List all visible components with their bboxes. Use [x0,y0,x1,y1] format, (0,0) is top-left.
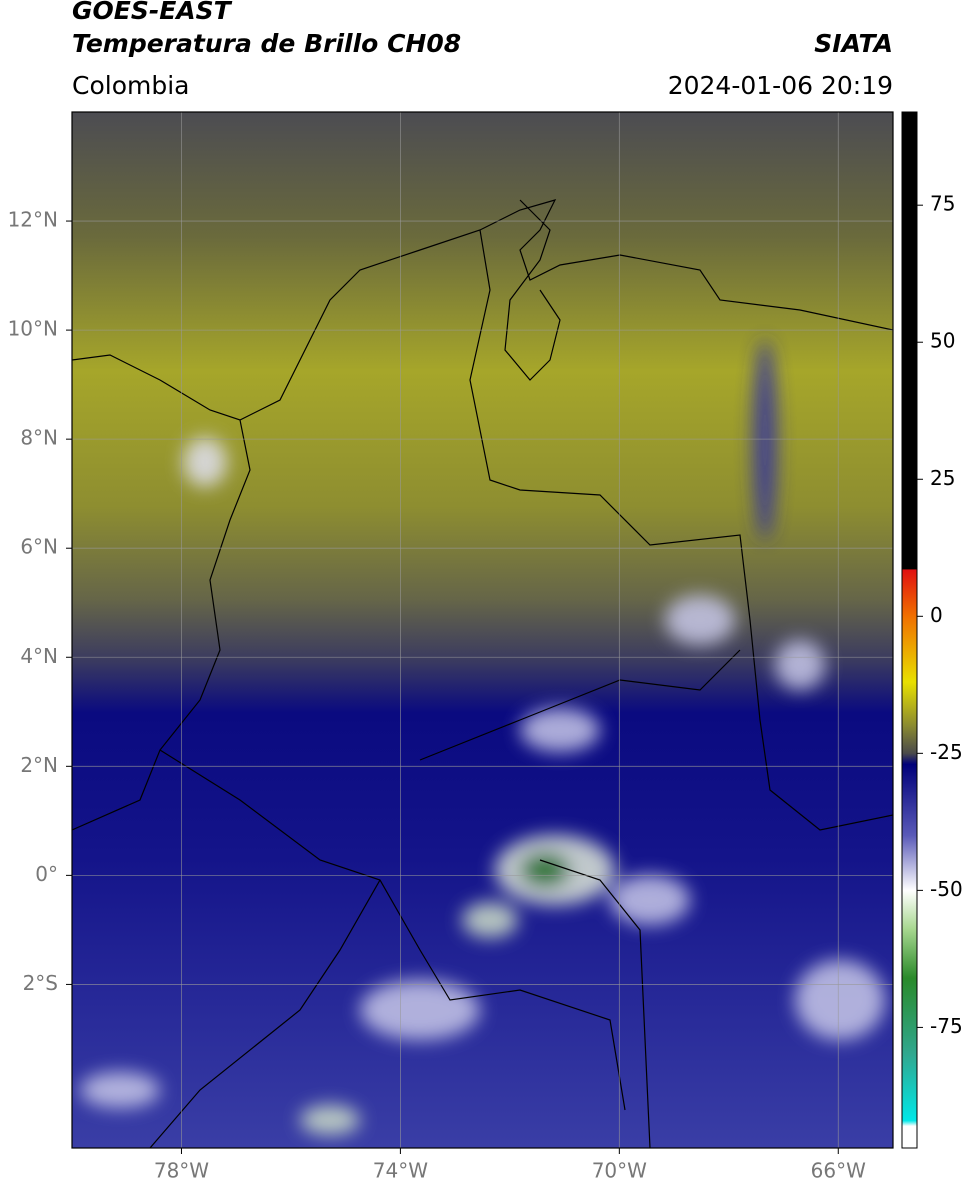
x-tick-label: 66°W [811,1159,866,1183]
colorbar-tick-label: -50 [930,877,963,901]
colorbar [901,111,918,1149]
source: SIATA [814,29,893,58]
colorbar-tick-label: 25 [930,466,955,490]
y-tick-label: 0° [35,862,58,886]
grid [72,112,893,1148]
colorbar-tick-label: -25 [930,740,963,764]
colorbar-tick-label: 0 [930,603,943,627]
map-frame [71,111,894,1149]
y-tick-label: 4°N [20,644,58,668]
region: Colombia [72,71,189,100]
x-tick-label: 78°W [154,1159,209,1183]
subtitle: Temperatura de Brillo CH08 [72,29,461,58]
datetime: 2024-01-06 20:19 [668,71,893,100]
colorbar-tick-label: -75 [930,1014,963,1038]
y-tick-label: 2°N [20,753,58,777]
y-tick-label: 2°S [23,971,58,995]
colorbar-tick-label: 50 [930,329,955,353]
title: GOES-EAST [72,0,233,25]
x-tick-label: 70°W [592,1159,647,1183]
y-tick-label: 10°N [8,317,58,341]
y-tick-label: 6°N [20,535,58,559]
borders [72,199,893,1148]
x-tick-label: 74°W [373,1159,428,1183]
satellite-image [72,112,893,1148]
colorbar-tick-label: 75 [930,192,955,216]
y-tick-label: 8°N [20,426,58,450]
y-tick-label: 12°N [8,208,58,232]
